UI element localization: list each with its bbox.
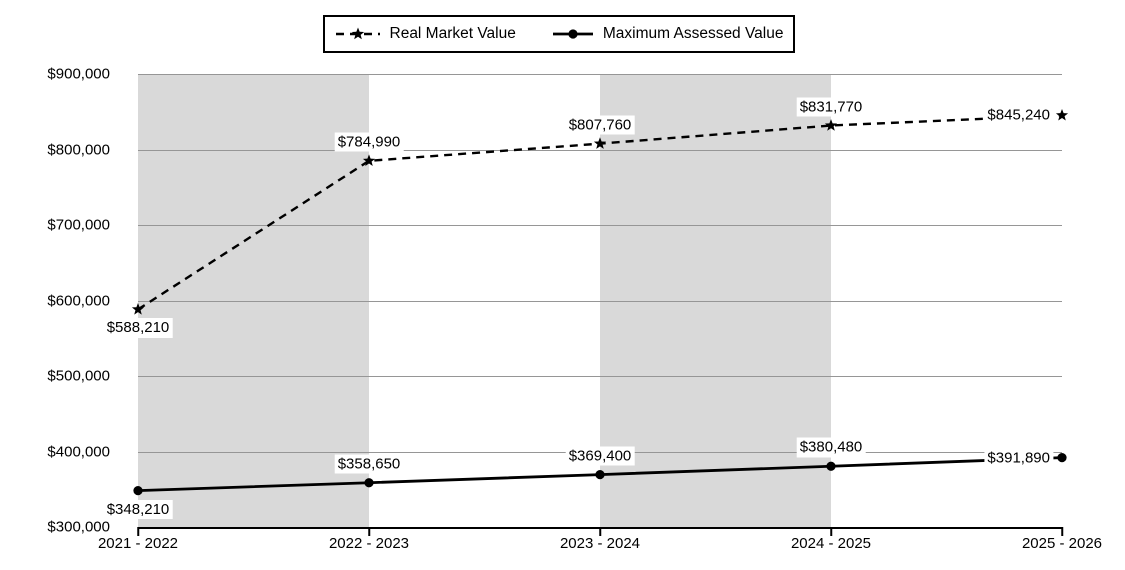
legend: Real Market Value Maximum Assessed Value <box>323 15 795 53</box>
x-axis-tick-mark <box>368 527 370 536</box>
y-axis-tick-label: $900,000 <box>47 65 110 83</box>
x-axis-tick-label: 2022 - 2023 <box>328 535 410 552</box>
y-axis-tick-label: $300,000 <box>47 518 110 536</box>
y-axis-tick-label: $700,000 <box>47 216 110 234</box>
legend-label-real-market-value: Real Market Value <box>389 25 516 42</box>
plot-area: $588,210 $784,990 $807,760 $831,770 $845,240… <box>103 74 1069 536</box>
gridline <box>138 225 1062 226</box>
circle-data-point-marker <box>1057 453 1067 463</box>
data-point-label: $369,400 <box>565 446 635 466</box>
x-axis-tick-label: 2021 - 2022 <box>97 535 179 552</box>
legend-label-maximum-assessed-value: Maximum Assessed Value <box>602 25 784 42</box>
y-axis-tick-label: $600,000 <box>47 292 110 309</box>
dashed-line-star-marker-icon <box>335 27 380 40</box>
star-data-point-marker <box>593 137 607 149</box>
data-point-label: $831,770 <box>796 97 866 117</box>
x-axis-tick-label: 2025 - 2026 <box>1021 535 1103 552</box>
data-point-label: $391,890 <box>984 447 1053 468</box>
gridline <box>138 149 1062 151</box>
star-data-point-marker <box>824 119 838 131</box>
circle-data-point-marker <box>133 486 143 496</box>
legend-item-maximum-assessed-value: Maximum Assessed Value <box>552 25 784 43</box>
circle-data-point-marker <box>826 461 836 471</box>
y-axis-labels: $300,000 $400,000 $500,000 $600,000 $700,000… <box>0 66 110 536</box>
circle-data-point-marker <box>595 470 605 480</box>
star-data-point-marker <box>362 154 376 167</box>
legend-item-real-market-value: Real Market Value <box>335 25 516 43</box>
star-data-point-marker <box>131 303 145 315</box>
data-point-label: $348,210 <box>103 499 173 520</box>
data-point-label: $588,210 <box>103 318 173 338</box>
y-axis-tick-label: $500,000 <box>47 367 110 385</box>
x-axis-tick-mark <box>1061 527 1063 536</box>
gridline <box>138 74 1062 75</box>
x-axis-tick-mark <box>830 527 832 536</box>
x-axis-labels: 2021 - 2022 2022 - 2023 2023 - 2024 2024 - … <box>98 535 1102 555</box>
x-axis-tick-mark <box>137 527 139 536</box>
series-plot-svg <box>131 108 1069 496</box>
y-axis-tick-label: $800,000 <box>47 141 110 158</box>
gridline <box>138 300 1062 302</box>
x-axis-tick-label: 2023 - 2024 <box>559 535 641 552</box>
star-data-point-marker <box>1055 108 1069 121</box>
data-point-label: $380,480 <box>796 437 866 458</box>
x-axis-tick-mark <box>599 527 601 536</box>
data-point-label: $358,650 <box>334 454 404 474</box>
data-point-label: $807,760 <box>565 115 635 135</box>
circle-data-point-marker <box>364 478 374 488</box>
y-axis-tick-label: $400,000 <box>47 443 110 460</box>
data-point-label: $845,240 <box>984 105 1053 126</box>
solid-line-circle-marker-icon <box>552 29 593 39</box>
x-axis-tick-label: 2024 - 2025 <box>790 535 872 552</box>
data-point-label: $784,990 <box>334 132 404 152</box>
gridline <box>138 376 1062 377</box>
